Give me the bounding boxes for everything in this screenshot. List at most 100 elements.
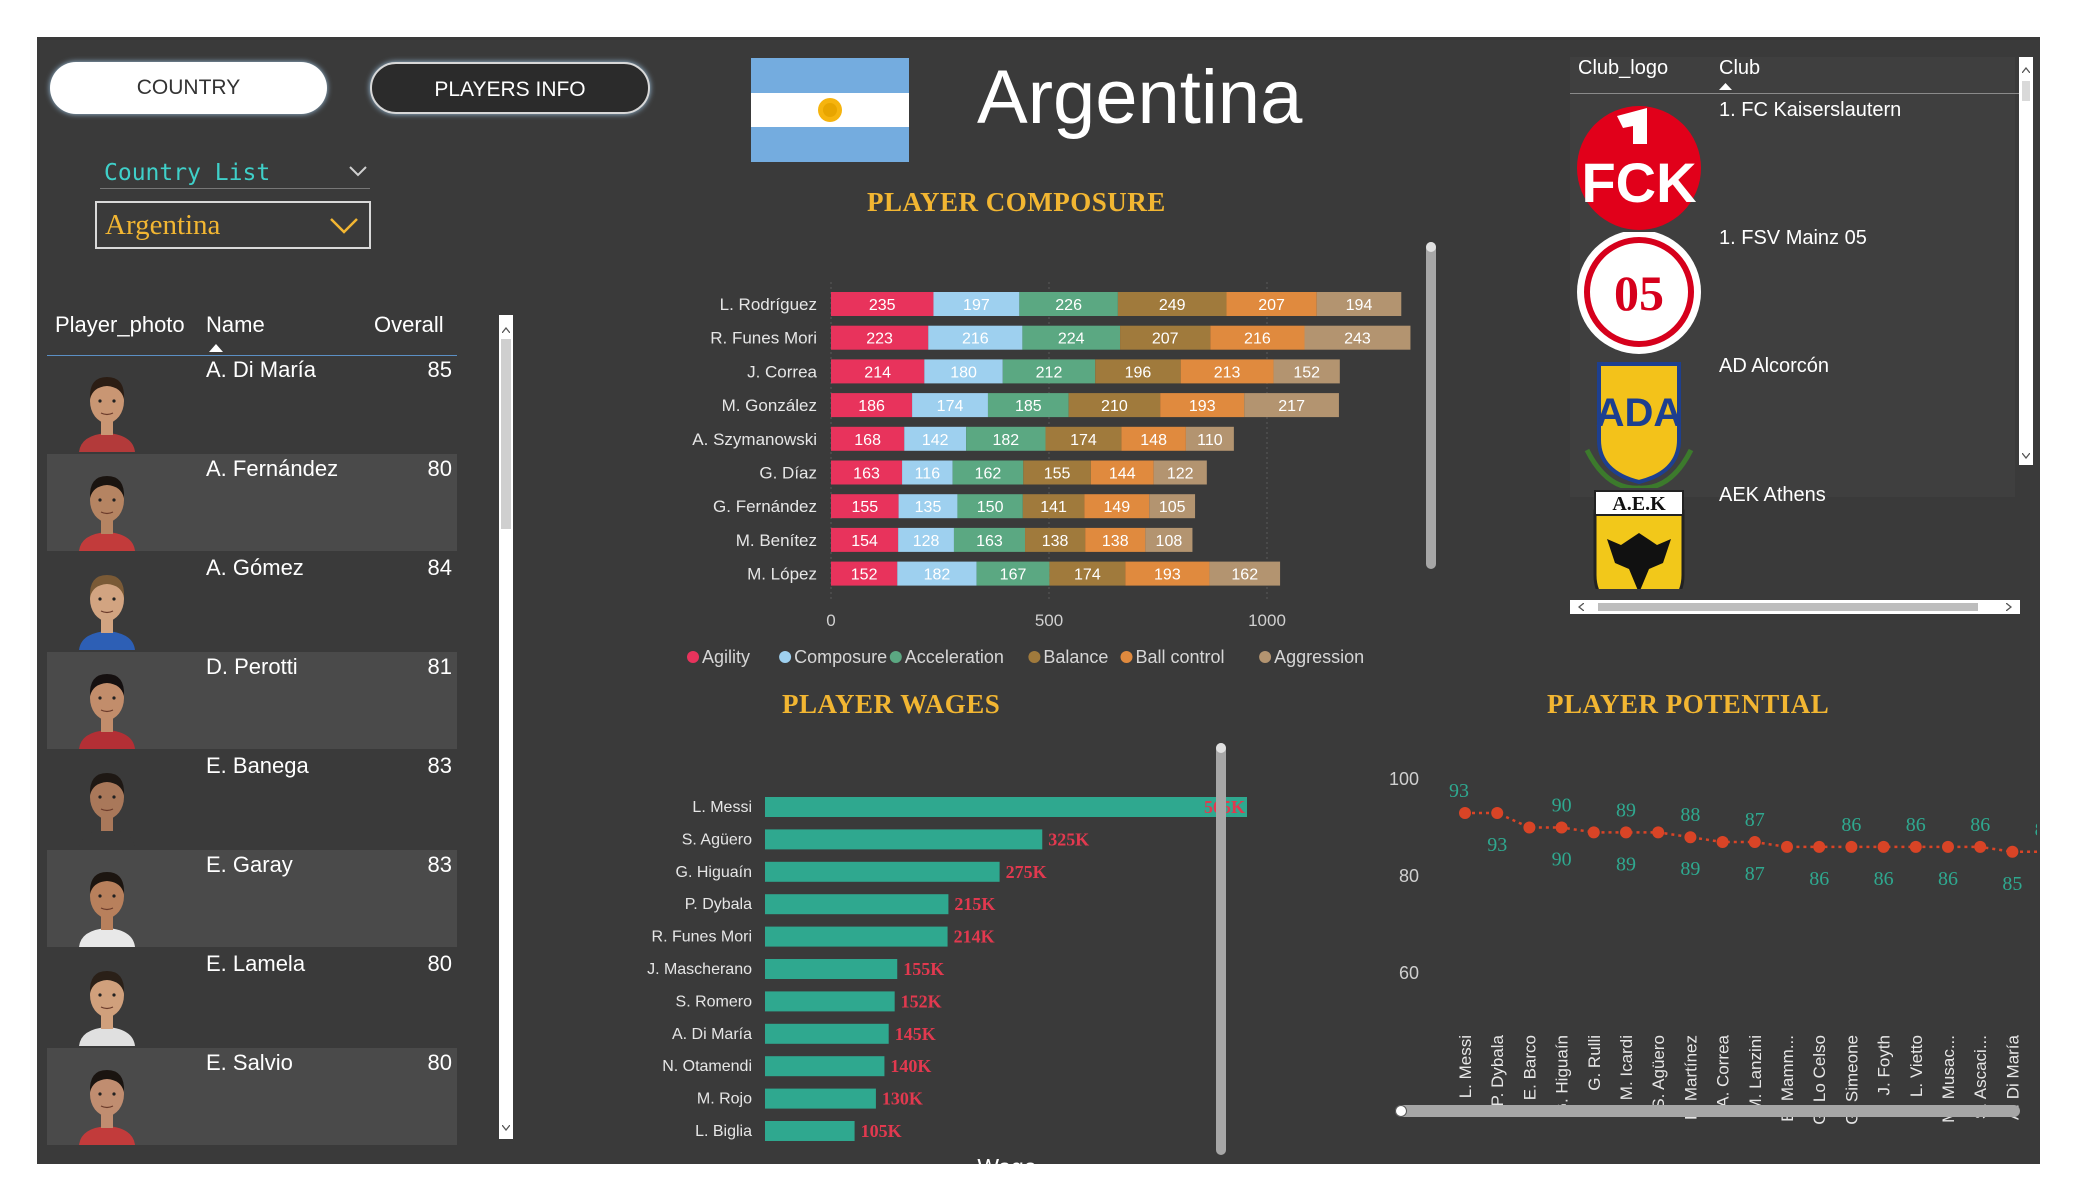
composure-bar-segment[interactable] [966, 426, 1046, 451]
potential-point[interactable] [1684, 831, 1697, 844]
wage-bar[interactable] [765, 861, 1000, 882]
potential-point[interactable] [1555, 821, 1568, 834]
composure-bar-segment[interactable] [1002, 359, 1096, 384]
composure-bar-segment[interactable] [924, 359, 1003, 384]
country-dropdown[interactable]: Argentina [95, 201, 371, 249]
composure-bar-segment[interactable] [1226, 292, 1317, 316]
composure-bar-segment[interactable] [1209, 561, 1281, 586]
composure-bar-segment[interactable] [1023, 460, 1091, 485]
potential-point[interactable] [1620, 826, 1632, 839]
player-row[interactable]: A. Gómez 84 [47, 553, 457, 650]
player-row[interactable]: E. Garay 83 [47, 850, 457, 947]
composure-bar-segment[interactable] [952, 460, 1024, 485]
composure-bar-segment[interactable] [1045, 426, 1122, 451]
potential-point[interactable] [1587, 826, 1600, 839]
potential-point[interactable] [1909, 840, 1922, 853]
composure-bar-segment[interactable] [1145, 527, 1193, 552]
wage-bar[interactable] [765, 829, 1043, 850]
column-header-club-logo[interactable]: Club_logo [1578, 57, 1669, 79]
wages-scrollbar[interactable] [1216, 743, 1226, 1155]
chevron-down-icon[interactable] [329, 217, 359, 235]
country-list-slicer-header[interactable]: Country List [100, 160, 370, 189]
column-header-club[interactable]: Club [1719, 57, 1761, 79]
composure-bar-segment[interactable] [1022, 325, 1121, 350]
composure-bar-segment[interactable] [1095, 359, 1181, 384]
scroll-left-icon[interactable] [1578, 603, 1584, 611]
legend-label[interactable]: Balance [1043, 647, 1108, 667]
composure-bar-segment[interactable] [898, 494, 958, 519]
potential-point[interactable] [1974, 840, 1987, 853]
potential-scroll-thumb[interactable] [1395, 1105, 1407, 1117]
composure-bar-segment[interactable] [953, 527, 1026, 552]
composure-bar-segment[interactable] [1084, 494, 1150, 519]
wage-bar[interactable] [765, 991, 895, 1012]
potential-point[interactable] [1716, 836, 1729, 849]
legend-label[interactable]: Agility [702, 647, 750, 667]
wage-bar[interactable] [765, 1121, 855, 1141]
players-info-button[interactable]: PLAYERS INFO [370, 62, 650, 114]
club-scroll-thumb[interactable] [2022, 81, 2030, 101]
composure-bar-segment[interactable] [1153, 460, 1207, 485]
player-row[interactable]: E. Banega 83 [47, 751, 457, 848]
wage-bar[interactable] [765, 1088, 876, 1109]
player-row[interactable]: A. Fernández 80 [47, 454, 457, 551]
wage-bar[interactable] [765, 959, 898, 979]
composure-bar-segment[interactable] [1120, 325, 1211, 350]
potential-point[interactable] [1652, 826, 1665, 839]
composure-bar-segment[interactable] [831, 494, 899, 519]
composure-bar-segment[interactable] [831, 325, 929, 350]
composure-bar-segment[interactable] [831, 527, 899, 552]
potential-point[interactable] [1523, 821, 1536, 834]
scroll-right-icon[interactable] [2006, 603, 2012, 611]
potential-point[interactable] [1813, 840, 1826, 853]
composure-bar-segment[interactable] [1049, 561, 1126, 586]
potential-point[interactable] [1845, 840, 1858, 853]
legend-label[interactable]: Aggression [1274, 647, 1364, 667]
composure-scroll-thumb[interactable] [1426, 242, 1436, 252]
composure-bar-segment[interactable] [1025, 527, 1086, 552]
potential-scrollbar[interactable] [1395, 1105, 2020, 1117]
composure-bar-segment[interactable] [1019, 292, 1118, 316]
composure-bar-segment[interactable] [1068, 393, 1161, 418]
potential-point[interactable] [1781, 840, 1793, 853]
column-header-name[interactable]: Name [206, 312, 265, 337]
composure-bar-segment[interactable] [831, 426, 905, 451]
composure-bar-segment[interactable] [831, 460, 903, 485]
composure-bar-segment[interactable] [933, 292, 1020, 316]
composure-bar-segment[interactable] [928, 325, 1023, 350]
scroll-up-icon[interactable] [502, 327, 510, 333]
club-scrollbar-vertical[interactable] [2019, 57, 2033, 465]
composure-bar-segment[interactable] [1160, 393, 1245, 418]
player-row[interactable]: A. Di María 85 [47, 355, 457, 452]
composure-bar-segment[interactable] [912, 393, 988, 418]
composure-bar-segment[interactable] [1149, 494, 1196, 519]
player-row[interactable]: E. Lamela 80 [47, 949, 457, 1046]
scroll-down-icon[interactable] [502, 1125, 510, 1131]
players-scrollbar[interactable] [499, 315, 513, 1139]
potential-point[interactable] [2006, 845, 2019, 858]
wage-bar[interactable] [765, 1056, 885, 1077]
composure-bar-segment[interactable] [1304, 325, 1411, 350]
legend-label[interactable]: Acceleration [905, 647, 1004, 667]
legend-label[interactable]: Ball control [1136, 647, 1225, 667]
composure-bar-segment[interactable] [898, 527, 954, 552]
player-row[interactable]: D. Perotti 81 [47, 652, 457, 749]
composure-bar-segment[interactable] [1273, 359, 1340, 384]
composure-bar-segment[interactable] [1180, 359, 1274, 384]
composure-bar-segment[interactable] [1022, 494, 1085, 519]
composure-bar-segment[interactable] [831, 292, 934, 316]
composure-bar-segment[interactable] [1121, 426, 1186, 451]
potential-point[interactable] [1942, 840, 1954, 853]
club-scrollbar-horizontal[interactable] [1570, 600, 2020, 614]
scroll-up-icon[interactable] [2022, 67, 2030, 73]
players-scroll-thumb[interactable] [501, 339, 511, 529]
country-button[interactable]: COUNTRY [50, 62, 327, 114]
composure-bar-segment[interactable] [902, 460, 953, 485]
composure-bar-segment[interactable] [1244, 393, 1339, 418]
composure-bar-segment[interactable] [1185, 426, 1234, 451]
club-hscroll-thumb[interactable] [1598, 603, 1978, 611]
composure-bar-segment[interactable] [831, 393, 913, 418]
column-header-photo[interactable]: Player_photo [55, 312, 185, 337]
composure-bar-segment[interactable] [831, 561, 898, 586]
column-header-overall[interactable]: Overall [374, 312, 444, 337]
